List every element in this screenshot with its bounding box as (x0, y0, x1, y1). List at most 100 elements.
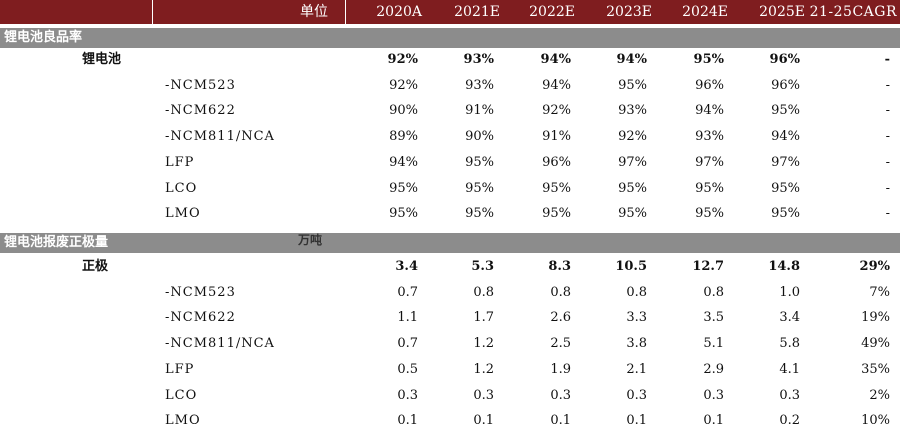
cell-2025: 0.3 (779, 387, 800, 403)
header-divider (345, 0, 346, 24)
cell-cagr: - (885, 103, 890, 119)
header-divider (152, 0, 153, 24)
cell-2021: 0.8 (473, 284, 494, 300)
table-row: LFP 0.5 1.2 1.9 2.1 2.9 4.1 35% (0, 358, 900, 382)
cell-cagr: - (885, 129, 890, 145)
cell-2023: 3.3 (626, 310, 647, 326)
cell-2024: 12.7 (692, 259, 724, 274)
cell-2023: 0.1 (626, 413, 647, 429)
table-row: -NCM811/NCA 0.7 1.2 2.5 3.8 5.1 5.8 49% (0, 332, 900, 356)
cell-cagr: - (884, 52, 890, 67)
section-header-yield: 锂电池良品率 (0, 28, 900, 48)
cell-2021: 93% (465, 77, 494, 93)
cell-2024: 0.8 (703, 284, 724, 300)
table-row: -NCM622 90% 91% 92% 93% 94% 95% - (0, 99, 900, 123)
cell-2021: 1.7 (473, 310, 494, 326)
row-label: -NCM622 (165, 310, 236, 326)
cell-2020: 1.1 (397, 310, 418, 326)
unit-header: 单位 (300, 4, 328, 20)
table-row: 锂电池 92% 93% 94% 94% 95% 96% - (0, 48, 900, 72)
cell-cagr: 29% (859, 259, 890, 274)
col-header-2025: 2025E (759, 4, 805, 20)
cell-2022: 94% (542, 77, 571, 93)
cell-2022: 95% (542, 206, 571, 222)
row-label: LMO (165, 413, 201, 429)
cell-2023: 95% (618, 180, 647, 196)
cell-2025: 14.8 (768, 259, 800, 274)
cell-2023: 3.8 (626, 336, 647, 352)
table-row: -NCM811/NCA 89% 90% 91% 92% 93% 94% - (0, 125, 900, 149)
row-label: -NCM622 (165, 103, 236, 119)
cell-2023: 95% (618, 206, 647, 222)
cell-2020: 92% (389, 77, 418, 93)
row-label: 正极 (82, 259, 109, 274)
cell-2023: 0.8 (626, 284, 647, 300)
cell-2022: 92% (542, 103, 571, 119)
cell-2021: 95% (465, 206, 494, 222)
cell-2020: 95% (389, 206, 418, 222)
cell-cagr: 19% (861, 310, 890, 326)
cell-cagr: - (885, 206, 890, 222)
cell-2020: 89% (389, 129, 418, 145)
row-label: -NCM811/NCA (165, 336, 275, 352)
cell-cagr: 49% (861, 336, 890, 352)
cell-2021: 0.1 (473, 413, 494, 429)
cell-2022: 1.9 (550, 361, 571, 377)
cell-2021: 0.3 (473, 387, 494, 403)
cell-2020: 95% (389, 180, 418, 196)
cell-2024: 0.1 (703, 413, 724, 429)
cell-2020: 90% (389, 103, 418, 119)
cell-2023: 0.3 (626, 387, 647, 403)
cell-2021: 93% (463, 52, 494, 67)
unit-label: 万吨 (298, 233, 323, 247)
cell-2021: 1.2 (473, 361, 494, 377)
col-header-2021: 2021E (454, 4, 500, 20)
cell-2024: 94% (695, 103, 724, 119)
row-label: -NCM523 (165, 284, 236, 300)
cell-cagr: 7% (869, 284, 890, 300)
cell-2021: 1.2 (473, 336, 494, 352)
cell-2024: 95% (695, 206, 724, 222)
cell-2025: 94% (771, 129, 800, 145)
cell-2024: 97% (695, 154, 724, 170)
row-label: LMO (165, 206, 201, 222)
cell-2022: 0.3 (550, 387, 571, 403)
section-title: 锂电池报废正极量 (4, 235, 109, 250)
cell-2024: 3.5 (703, 310, 724, 326)
cell-cagr: 10% (861, 413, 890, 429)
cell-2025: 95% (771, 103, 800, 119)
cell-2021: 95% (465, 154, 494, 170)
row-label: LFP (165, 361, 195, 377)
cell-2021: 95% (465, 180, 494, 196)
table-header: 单位 2020A 2021E 2022E 2023E 2024E 2025E 2… (0, 0, 900, 24)
cell-2025: 0.2 (779, 413, 800, 429)
cell-2023: 94% (616, 52, 647, 67)
table-row: LCO 95% 95% 95% 95% 95% 95% - (0, 177, 900, 201)
table-row: -NCM622 1.1 1.7 2.6 3.3 3.5 3.4 19% (0, 306, 900, 330)
cell-2025: 1.0 (779, 284, 800, 300)
section-header-scrap: 锂电池报废正极量 (0, 233, 900, 253)
table-row: LMO 0.1 0.1 0.1 0.1 0.1 0.2 10% (0, 409, 900, 433)
cell-2022: 94% (540, 52, 571, 67)
cell-2020: 0.7 (397, 336, 418, 352)
cell-2022: 2.5 (550, 336, 571, 352)
cell-2020: 0.7 (397, 284, 418, 300)
cell-cagr: - (885, 154, 890, 170)
cell-2022: 95% (542, 180, 571, 196)
col-header-2024: 2024E (682, 4, 728, 20)
cell-2025: 5.8 (779, 336, 800, 352)
row-label: LFP (165, 154, 195, 170)
cell-2020: 92% (387, 52, 418, 67)
cell-2022: 0.1 (550, 413, 571, 429)
cell-2023: 93% (618, 103, 647, 119)
cell-cagr: 35% (861, 361, 890, 377)
cell-2021: 5.3 (471, 259, 494, 274)
cell-2024: 95% (693, 52, 724, 67)
cell-2024: 95% (695, 180, 724, 196)
cell-2022: 91% (542, 129, 571, 145)
cell-2024: 5.1 (703, 336, 724, 352)
col-header-2023: 2023E (606, 4, 652, 20)
cell-2023: 92% (618, 129, 647, 145)
table-row: LCO 0.3 0.3 0.3 0.3 0.3 0.3 2% (0, 384, 900, 408)
cell-2023: 97% (618, 154, 647, 170)
